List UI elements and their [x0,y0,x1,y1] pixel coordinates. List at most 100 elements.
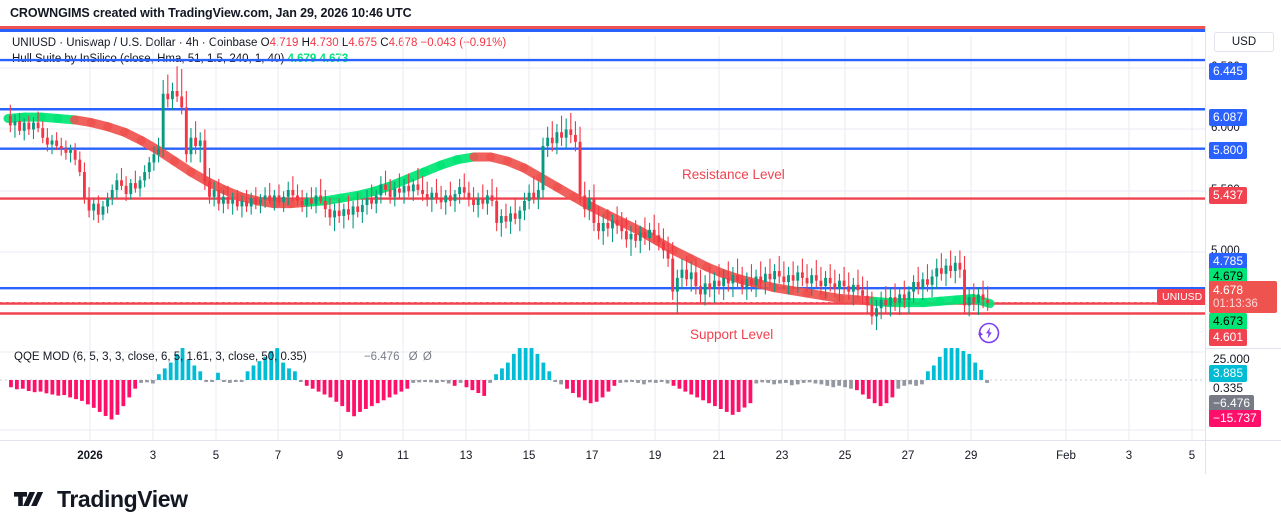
time-axis-label: 21 [712,450,726,462]
candle-body [944,265,948,274]
price-chart-pane[interactable] [0,36,1205,348]
candle-body [282,196,286,203]
qqe-histogram-bar [251,365,256,380]
qqe-histogram-bar [730,380,735,415]
candle-body [648,229,651,239]
qqe-histogram-bar [789,380,794,386]
candle-body [314,195,318,204]
resistance-level-annotation[interactable]: Resistance Level [682,167,785,182]
candle-body [986,299,990,303]
candle-body [18,121,22,131]
candle-body [226,196,230,204]
candle-body [759,276,763,283]
candle-body [87,198,91,211]
qqe-histogram-bar [464,380,469,388]
qqe-na-2: Ø [422,351,432,363]
candle-body [448,195,452,201]
support-level-annotation[interactable]: Support Level [690,327,774,342]
price-level-tag[interactable]: 4.601 [1209,329,1248,346]
qqe-histogram-bar [293,371,297,380]
candle-body [726,277,730,284]
qqe-histogram-bar [186,359,191,380]
candle-body [402,185,406,193]
qqe-histogram-bar [807,380,812,383]
tradingview-mark-icon [14,491,44,506]
lightning-bolt-icon[interactable] [975,320,1000,345]
qqe-histogram-bar [925,371,930,380]
qqe-axis-tag[interactable]: 3.885 [1209,365,1248,382]
qqe-histogram-bar [606,380,611,392]
candle-body [898,294,902,303]
candle-body [800,272,804,278]
attribution-text: CROWNGIMS created with TradingView.com, … [10,6,412,20]
candle-body [157,148,160,155]
candle-body [536,189,540,199]
symbol-price-tag[interactable]: UNIUSD [1157,289,1208,305]
candle-body [893,297,897,303]
currency-selector[interactable]: USD [1214,32,1274,52]
accent-bar-blue [0,29,1205,32]
qqe-histogram-bar [872,380,877,404]
candle-body [736,275,739,281]
qqe-legend[interactable]: QQE MOD (6, 5, 3, 3, close, 6, 5, 1.61, … [14,351,432,363]
candle-body [912,282,916,292]
qqe-histogram-bar [902,380,907,386]
candle-body [356,206,360,212]
price-level-tag[interactable]: 6.087 [1209,109,1248,126]
candle-body [319,195,323,201]
candle-body [712,280,716,289]
price-level-tag[interactable]: 6.445 [1209,63,1248,80]
qqe-histogram-bar [967,353,972,380]
candle-body [221,196,225,204]
qqe-histogram-bar [624,380,629,383]
qqe-indicator-pane[interactable] [0,348,1205,440]
qqe-histogram-bar [257,361,262,380]
qqe-axis-tag[interactable]: −15.737 [1209,410,1261,427]
qqe-histogram-bar [44,380,49,394]
price-level-tag[interactable]: 4.785 [1209,253,1248,270]
tradingview-logo[interactable]: TradingView [14,486,188,513]
qqe-histogram-bar [145,380,149,383]
time-axis[interactable]: 2026 3 5 7 9 11 13 15 17 19 21 23 25 27 29 Feb 3 5 [0,440,1281,474]
candle-body [842,280,846,287]
price-level-tag[interactable]: 4.673 [1209,313,1248,330]
time-axis-label: 9 [336,450,344,462]
candle-body [476,198,480,206]
candle-body [976,294,980,303]
price-level-tag[interactable]: 4.679 [1209,268,1248,285]
qqe-histogram-bar [878,380,883,407]
candle-body [967,297,971,306]
candle-body [606,222,610,229]
qqe-axis-tag[interactable]: 25.000 [1213,352,1250,366]
candle-body [527,192,531,201]
price-level-tag[interactable]: 5.437 [1209,187,1248,204]
qqe-histogram-bar [322,380,327,395]
qqe-histogram-bar [748,380,753,404]
candle-body [59,145,63,149]
candle-body [407,185,411,192]
qqe-histogram-bar [375,380,380,404]
candle-body [384,184,387,190]
price-level-tag[interactable]: 5.800 [1209,142,1248,159]
qqe-axis-tag[interactable]: 0.335 [1213,381,1244,395]
qqe-histogram-bar [275,348,280,380]
qqe-label: QQE MOD (6, 5, 3, 3, close, 6, 5, 1.61, … [14,351,307,363]
last-price-tag[interactable]: 4.678 01:13:36 [1209,281,1277,313]
candle-body [926,279,929,285]
footer: TradingView [0,474,1281,530]
qqe-histogram-bar [511,353,516,380]
candle-body [240,200,244,207]
candle-body [50,140,54,145]
qqe-histogram-bar [742,380,747,408]
candle-body [717,280,721,287]
candle-body [106,198,110,207]
candle-body [152,154,156,163]
candle-body [32,122,35,130]
price-axis[interactable]: USD 6.5006.0005.5005.0006.4456.0875.8005… [1205,26,1281,440]
qqe-histogram-bar [831,380,836,388]
candle-body [370,198,374,204]
qqe-histogram-bar [588,380,593,404]
qqe-axis-tag[interactable]: −6.476 [1209,395,1255,412]
qqe-histogram-bar [707,380,711,404]
qqe-histogram-bar [458,380,463,383]
